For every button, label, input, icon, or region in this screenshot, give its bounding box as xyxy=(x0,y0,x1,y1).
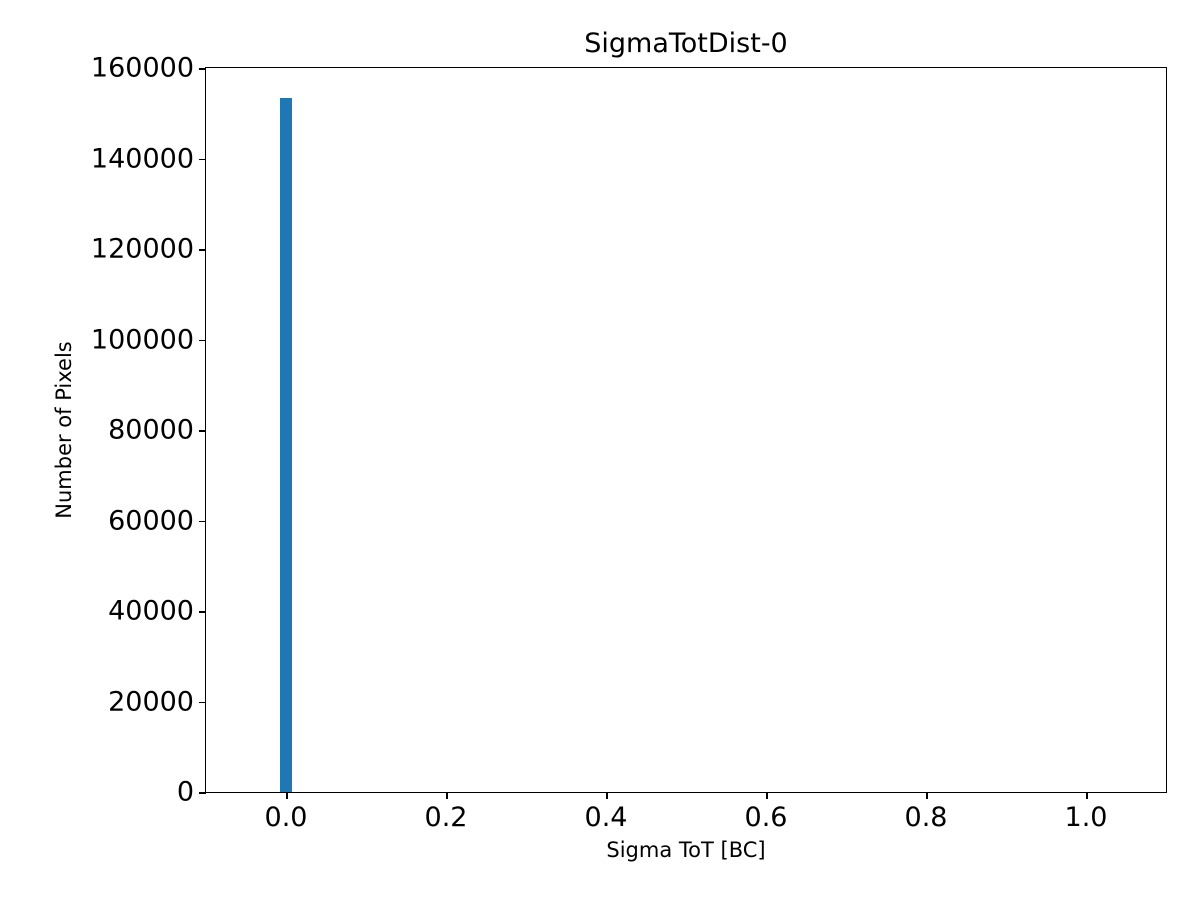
x-tick-mark xyxy=(926,792,928,799)
y-tick-label: 160000 xyxy=(90,52,194,84)
y-tick-mark xyxy=(199,68,206,70)
y-tick-mark xyxy=(199,701,206,704)
x-tick-label: 0.6 xyxy=(744,802,788,833)
y-tick-label: 20000 xyxy=(108,686,194,717)
y-tick-label: 40000 xyxy=(108,595,194,627)
y-tick-label: 0 xyxy=(176,776,194,808)
y-tick-mark xyxy=(199,792,206,794)
plot-axes: 0 20000 40000 60000 80000 100000 120000 140000 1… xyxy=(91,55,1167,833)
x-tick-label: 0.8 xyxy=(904,802,948,833)
y-tick-mark xyxy=(199,520,206,523)
plot-area xyxy=(206,68,1166,792)
y-tick-label: 100000 xyxy=(90,324,194,355)
x-tick-mark xyxy=(446,792,448,799)
y-tick-mark xyxy=(199,249,206,251)
y-tick-label: 60000 xyxy=(108,505,194,536)
y-tick-mark xyxy=(199,158,206,161)
x-tick-label: 0.0 xyxy=(264,802,308,833)
y-tick-label: 120000 xyxy=(90,233,194,265)
x-tick-mark xyxy=(606,792,608,799)
bar xyxy=(279,98,293,792)
x-tick-mark xyxy=(1086,792,1088,799)
chart-title: SigmaTotDist-0 xyxy=(584,28,788,59)
x-tick-label: 0.4 xyxy=(584,802,628,833)
y-tick-mark xyxy=(199,611,206,613)
x-axis-label: Sigma ToT [BC] xyxy=(606,838,766,862)
x-tick-mark xyxy=(766,792,768,799)
x-tick-label: 1.0 xyxy=(1064,802,1108,833)
y-tick-label: 80000 xyxy=(108,414,194,446)
y-axis-label: Number of Pixels xyxy=(52,341,76,519)
y-tick-mark xyxy=(199,339,206,342)
x-tick-label: 0.2 xyxy=(424,802,468,833)
y-tick-label: 140000 xyxy=(90,143,194,174)
x-tick-mark xyxy=(286,792,288,799)
y-tick-mark xyxy=(199,430,206,432)
